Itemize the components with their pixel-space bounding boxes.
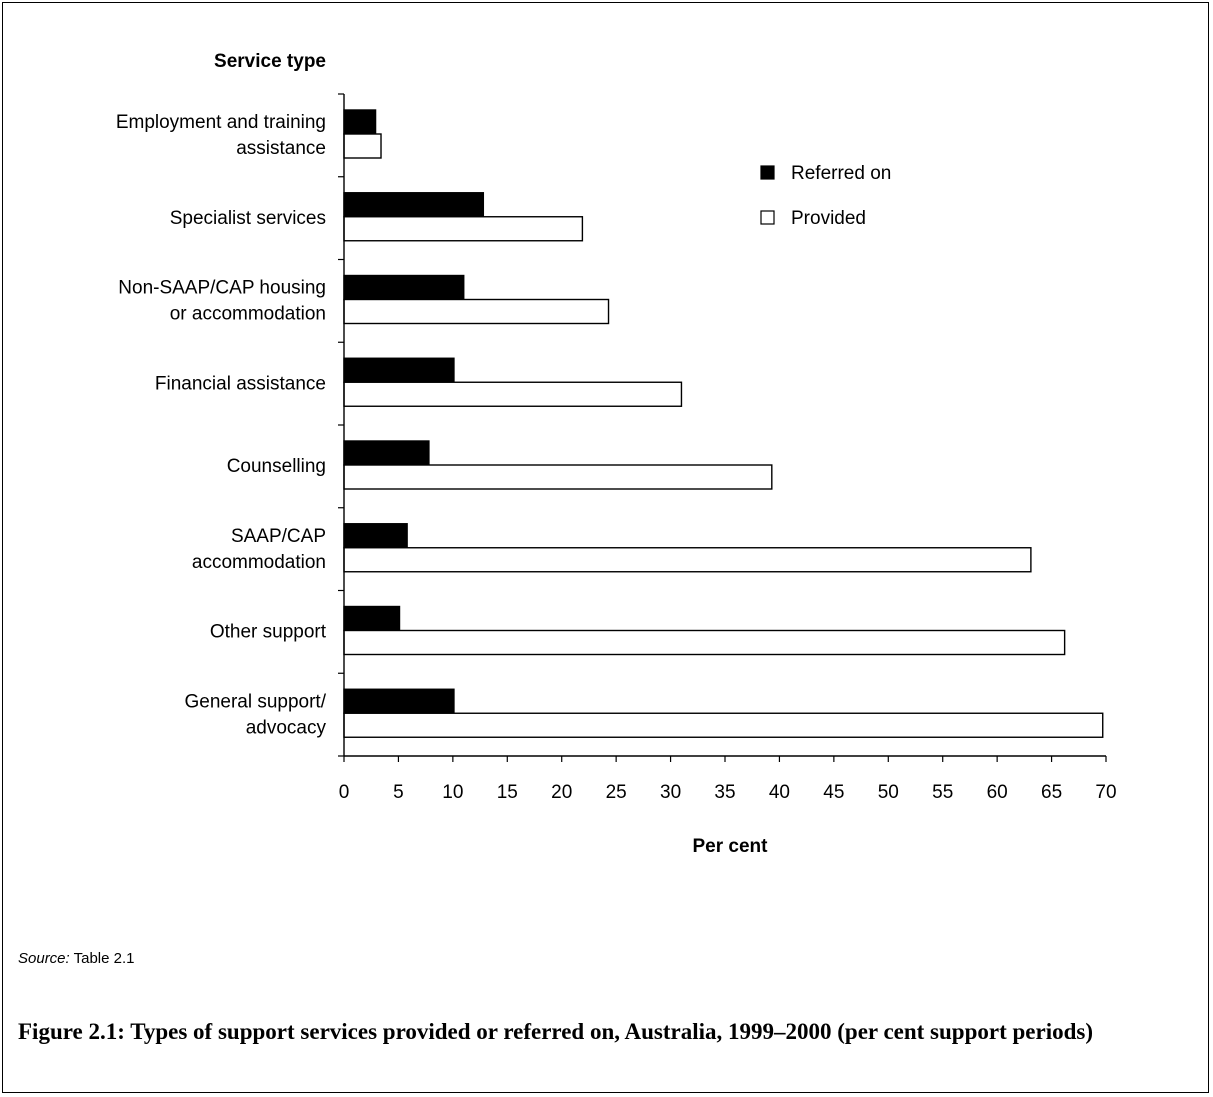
x-tick-label: 40 bbox=[769, 782, 790, 803]
bar-provided bbox=[343, 298, 610, 325]
legend-swatch bbox=[760, 210, 775, 225]
bar-referred-on bbox=[343, 274, 465, 301]
category-label: Specialist services bbox=[170, 208, 326, 229]
x-tick-label: 30 bbox=[660, 782, 681, 803]
x-tick-label: 45 bbox=[823, 782, 844, 803]
bar-provided bbox=[343, 547, 1032, 573]
category-label: accommodation bbox=[192, 552, 326, 573]
legend: Referred on Provided bbox=[760, 163, 891, 229]
bar-provided bbox=[343, 133, 382, 159]
legend-label: Referred on bbox=[791, 163, 891, 184]
category-label: or accommodation bbox=[170, 304, 326, 325]
x-tick-label: 70 bbox=[1095, 782, 1116, 803]
legend-label: Provided bbox=[791, 208, 866, 229]
y-axis-title: Service type bbox=[214, 51, 326, 72]
x-tick-label: 65 bbox=[1041, 782, 1062, 803]
category-label: Counselling bbox=[227, 456, 326, 477]
bars-group bbox=[343, 109, 1104, 738]
x-tick-label: 55 bbox=[932, 782, 953, 803]
bar-provided bbox=[343, 629, 1066, 656]
x-tick-label: 60 bbox=[987, 782, 1008, 803]
bar-referred-on bbox=[343, 440, 430, 466]
axes-group: 0 5 10 15 20 25 30 35 40 45 50 55 60 65 70 bbox=[338, 93, 1117, 803]
bar-referred-on bbox=[343, 357, 455, 383]
bar-referred-on bbox=[343, 192, 485, 218]
bar-referred-on bbox=[343, 109, 377, 135]
category-label: SAAP/CAP bbox=[231, 526, 326, 547]
category-labels: Employment and training assistance Special… bbox=[116, 112, 327, 738]
bar-provided bbox=[343, 712, 1104, 738]
category-label: assistance bbox=[236, 138, 326, 159]
category-label: Employment and training bbox=[116, 112, 326, 133]
x-tick-label: 50 bbox=[878, 782, 899, 803]
category-label: General support/ bbox=[184, 691, 326, 712]
category-label: Non-SAAP/CAP housing bbox=[118, 278, 326, 299]
x-tick-label: 10 bbox=[442, 782, 463, 803]
source-text: Table 2.1 bbox=[73, 950, 135, 967]
legend-swatch bbox=[760, 165, 775, 180]
figure-caption: Figure 2.1: Types of support services pr… bbox=[18, 1019, 1094, 1044]
bar-referred-on bbox=[343, 605, 401, 632]
bar-referred-on bbox=[343, 523, 408, 549]
source-note: Source: Table 2.1 bbox=[18, 950, 135, 967]
source-label: Source: bbox=[18, 950, 70, 967]
x-tick-label: 0 bbox=[339, 782, 350, 803]
x-tick-label: 15 bbox=[497, 782, 518, 803]
x-tick-label: 25 bbox=[606, 782, 627, 803]
category-label: advocacy bbox=[246, 717, 327, 738]
bar-referred-on bbox=[343, 688, 455, 714]
category-label: Other support bbox=[210, 622, 327, 643]
x-tick-label: 5 bbox=[393, 782, 404, 803]
x-tick-label: 20 bbox=[551, 782, 572, 803]
bar-provided bbox=[343, 464, 773, 490]
bar-provided bbox=[343, 216, 584, 242]
x-axis-title: Per cent bbox=[693, 836, 769, 857]
x-tick-label: 35 bbox=[714, 782, 735, 803]
category-label: Financial assistance bbox=[155, 373, 326, 394]
bar-provided bbox=[343, 381, 683, 407]
